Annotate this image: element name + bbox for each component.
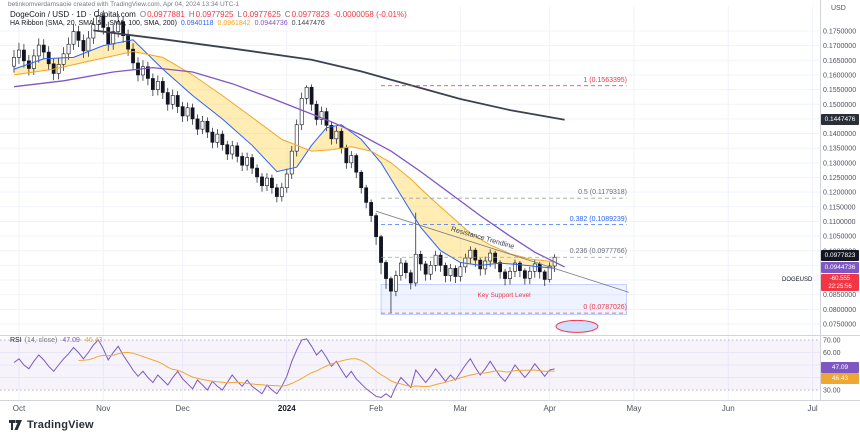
ma-line-SMA20 (13, 39, 555, 269)
ha-ribbon-fill (14, 39, 555, 269)
indicator-value-sma50: 0.0961842 (217, 20, 251, 27)
sma100-price-badge: 0.0944736 (821, 262, 859, 273)
indicator-legend[interactable]: HA Ribbon (SMA, 20, SMA, 50, SMA, 100, S… (10, 20, 325, 27)
svg-text:0.1750000: 0.1750000 (823, 29, 856, 36)
rsi-layer (13, 338, 555, 398)
ohlc-high-key: H (188, 10, 195, 19)
svg-text:0.1700000: 0.1700000 (823, 43, 856, 50)
svg-text:60.00: 60.00 (823, 350, 841, 357)
svg-text:30.00: 30.00 (823, 388, 841, 395)
ma-line-SMA200 (93, 29, 565, 121)
price-axis[interactable]: 0.1750000 0.1700000 0.1650000 0.1600000 0.15… (823, 29, 856, 395)
ohlc-open-key: O (139, 10, 147, 19)
rsi-badge: 47.09 (821, 362, 859, 373)
svg-text:0.1200000: 0.1200000 (823, 190, 856, 197)
change-value: -0.0000058 (-0.01%) (333, 10, 407, 19)
ohlc-close-key: C (284, 10, 291, 19)
svg-text:0.1050000: 0.1050000 (823, 234, 856, 241)
svg-text:Feb: Feb (369, 404, 383, 413)
svg-text:0.1250000: 0.1250000 (823, 175, 856, 182)
attribution-note: betinkomverdamsaoie created with Trading… (8, 1, 240, 8)
svg-text:70.00: 70.00 (823, 338, 841, 345)
svg-text:Nov: Nov (96, 404, 110, 413)
rsi-title[interactable]: RSI (10, 337, 22, 344)
tradingview-logo[interactable]: TradingView (8, 417, 94, 432)
indicator-value-sma200: 0.1447476 (291, 20, 325, 27)
resistance-trendline[interactable] (375, 210, 630, 293)
symbol-title[interactable]: DogeCoin / USD · 1D · Capital.com (10, 10, 136, 19)
tradingview-logo-icon (9, 420, 22, 430)
svg-text:May: May (626, 404, 641, 413)
rsi-ma-badge: 46.43 (821, 373, 859, 384)
symbol-price-label: DOGEUSD (782, 277, 813, 283)
svg-text:0.1650000: 0.1650000 (823, 58, 856, 65)
fib-label-1[interactable]: 1 (0.1563395) (583, 77, 627, 84)
alert-countdown-badge[interactable]: -60.555 22:25:56 (821, 274, 859, 291)
rsi-value: 47.09 (62, 337, 80, 344)
rsi-band (0, 340, 820, 390)
svg-text:Apr: Apr (543, 404, 556, 413)
svg-text:0.1500000: 0.1500000 (823, 102, 856, 109)
fib-label-0-5[interactable]: 0.5 (0.1179318) (578, 189, 627, 196)
ohlc-values: O0.0977881 H0.0977925 L0.0977625 C0.0977823 (136, 10, 330, 19)
key-support-label[interactable]: Key Support Level (477, 292, 531, 299)
ma-line-SMA50 (13, 50, 555, 263)
tradingview-logo-text: TradingView (27, 418, 94, 431)
ohlc-high-value: 0.0977925 (195, 10, 234, 19)
bar-countdown: 22:25:56 (828, 284, 852, 290)
indicator-value-sma20: 0.0940118 (180, 20, 214, 27)
alert-change-value: -60.555 (829, 276, 851, 282)
currency-label: USD (831, 5, 846, 12)
svg-text:Dec: Dec (176, 404, 190, 413)
svg-text:Jul: Jul (807, 404, 817, 413)
indicator-value-sma100: 0.0944736 (254, 20, 288, 27)
ohlc-low-value: 0.0977625 (242, 10, 281, 19)
ellipse-annotation[interactable] (555, 319, 599, 333)
svg-text:Oct: Oct (13, 404, 26, 413)
rsi-params: (14, close) (24, 337, 58, 344)
svg-text:Jun: Jun (722, 404, 735, 413)
ohlc-low-key: L (237, 10, 242, 19)
svg-text:0.0850000: 0.0850000 (823, 292, 856, 299)
svg-text:0.1600000: 0.1600000 (823, 72, 856, 79)
fib-label-0[interactable]: 0 (0.0787026) (583, 304, 627, 311)
rsi-legend[interactable]: RSI (14, close) 47.09 46.43 (10, 337, 102, 344)
ma-line-SMA100 (13, 66, 565, 268)
svg-text:2024: 2024 (278, 404, 296, 413)
svg-text:0.1400000: 0.1400000 (823, 131, 856, 138)
fib-label-0-236[interactable]: 0.236 (0.0977766) (569, 248, 627, 255)
time-axis[interactable]: Oct Nov Dec 2024 Feb Mar Apr May Jun Jul (13, 404, 818, 413)
svg-text:0.1150000: 0.1150000 (823, 204, 856, 211)
svg-text:0.1350000: 0.1350000 (823, 146, 856, 153)
svg-text:0.1550000: 0.1550000 (823, 87, 856, 94)
rsi-ma-value: 46.43 (84, 337, 103, 344)
grid-layer (0, 6, 820, 400)
ohlc-close-value: 0.0977823 (291, 10, 330, 19)
sma200-price-badge: 0.1447476 (821, 114, 859, 125)
last-price-badge: 0.0977823 (821, 250, 859, 261)
fib-label-0-382[interactable]: 0.382 (0.1089239) (569, 216, 627, 223)
key-support-box[interactable] (380, 284, 627, 315)
svg-text:Mar: Mar (454, 404, 468, 413)
svg-text:0.1300000: 0.1300000 (823, 160, 856, 167)
svg-text:0.0750000: 0.0750000 (823, 322, 856, 329)
symbol-legend[interactable]: DogeCoin / USD · 1D · Capital.com O0.0977… (10, 10, 407, 19)
svg-text:0.1100000: 0.1100000 (823, 219, 856, 226)
indicator-title[interactable]: HA Ribbon (SMA, 20, SMA, 50, SMA, 100, S… (10, 20, 177, 27)
svg-text:0.0800000: 0.0800000 (823, 307, 856, 314)
ohlc-open-value: 0.0977881 (147, 10, 185, 19)
